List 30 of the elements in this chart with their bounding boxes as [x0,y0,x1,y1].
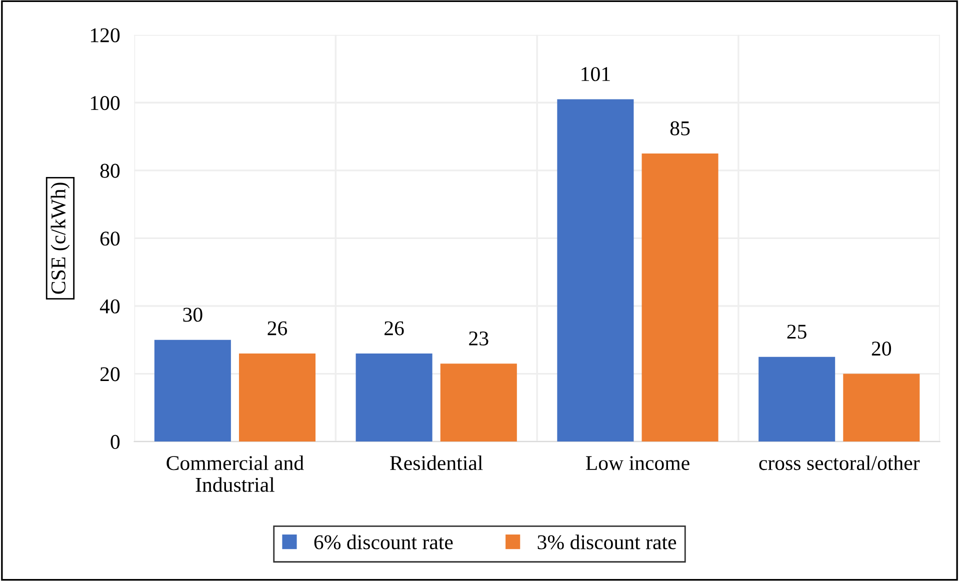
y-tick-label: 120 [90,28,120,42]
y-tick-label: 0 [110,434,120,449]
data-label: 20 [872,342,892,356]
x-tick-label: Low income [586,456,690,470]
y-tick-label: 20 [100,367,120,382]
bar [758,356,836,442]
y-tick-label: 60 [100,232,120,246]
y-tick-label: 80 [100,164,120,178]
x-tick-label: Commercial and Industrial [166,455,304,492]
bar [557,99,634,442]
data-label: 26 [384,321,404,336]
y-tick-label: 100 [90,96,120,110]
legend-label: 3% discount rate [538,534,676,550]
y-tick-label: 40 [100,299,120,314]
data-label: 101 [582,67,610,82]
bar [642,153,718,442]
bar [238,353,316,442]
data-label: 25 [787,324,806,339]
data-label: 30 [183,308,202,322]
legend-label: 6% discount rate [314,534,453,550]
bar [356,353,432,442]
bar [154,340,231,442]
bar [440,364,517,442]
bar [843,374,920,442]
data-label: 23 [469,331,488,346]
x-tick-label: cross sectoral/other [759,455,920,470]
y-axis-title: CSE (c/kWh) [50,182,70,294]
x-tick-label: Residential [390,455,483,470]
data-label: 85 [670,121,690,136]
data-label: 26 [268,321,288,336]
